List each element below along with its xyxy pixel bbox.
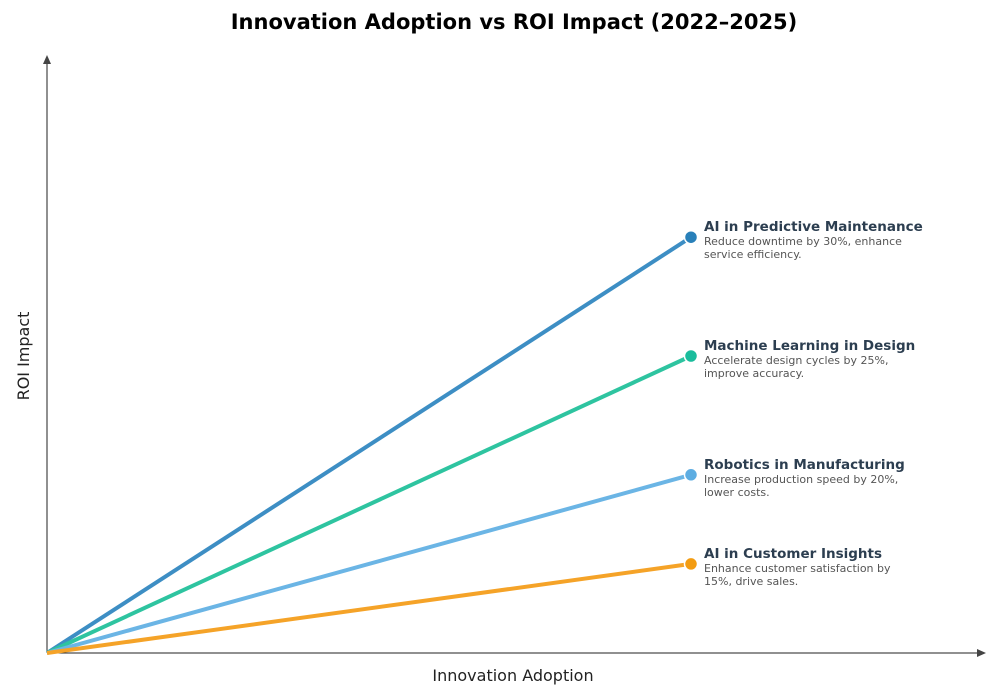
series-label: AI in Customer Insights <box>704 546 882 562</box>
series-description: Increase production speed by 20%, <box>704 473 898 486</box>
y-axis-arrow-icon <box>43 55 51 64</box>
series-label: AI in Predictive Maintenance <box>704 219 923 235</box>
series-label: Machine Learning in Design <box>704 338 915 354</box>
series-label: Robotics in Manufacturing <box>704 457 905 473</box>
chart-title: Innovation Adoption vs ROI Impact (2022–… <box>230 10 798 34</box>
series-line <box>46 354 692 655</box>
series-description: Reduce downtime by 30%, enhance <box>704 235 902 248</box>
series-line <box>46 561 692 655</box>
series-line <box>45 235 693 655</box>
y-axis-label: ROI Impact <box>14 312 33 401</box>
series-endpoint-marker <box>683 556 699 572</box>
series-line <box>46 472 692 655</box>
series-endpoint-marker <box>683 467 699 483</box>
series-description: Enhance customer satisfaction by <box>704 562 891 575</box>
series-endpoint-marker <box>683 348 699 364</box>
series-description: Accelerate design cycles by 25%, <box>704 354 888 367</box>
x-axis-label: Innovation Adoption <box>432 666 593 685</box>
series-endpoint-marker <box>683 229 699 245</box>
x-axis-arrow-icon <box>977 649 986 657</box>
series-description: lower costs. <box>704 486 770 499</box>
series-description: improve accuracy. <box>704 367 804 380</box>
series-description: service efficiency. <box>704 248 802 261</box>
series-description: 15%, drive sales. <box>704 575 798 588</box>
